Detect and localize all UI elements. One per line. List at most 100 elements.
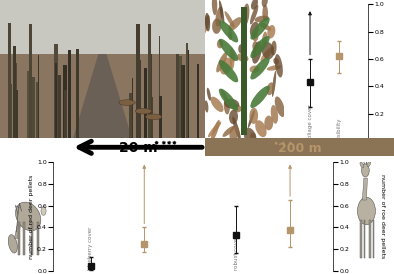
Y-axis label: number of red deer pellets: number of red deer pellets xyxy=(29,174,34,259)
Bar xyxy=(373,220,374,258)
Bar xyxy=(159,36,160,142)
Bar xyxy=(144,68,147,142)
Ellipse shape xyxy=(224,99,239,109)
Bar xyxy=(205,138,394,156)
Bar xyxy=(183,64,184,142)
Bar xyxy=(54,44,58,142)
Ellipse shape xyxy=(8,235,17,253)
Ellipse shape xyxy=(267,65,281,71)
Bar xyxy=(37,55,39,142)
Ellipse shape xyxy=(271,41,277,56)
Ellipse shape xyxy=(223,126,234,137)
Ellipse shape xyxy=(219,89,238,111)
Bar xyxy=(369,220,371,258)
Ellipse shape xyxy=(145,114,162,120)
Ellipse shape xyxy=(267,25,275,39)
Ellipse shape xyxy=(267,82,274,95)
Ellipse shape xyxy=(216,52,227,72)
Bar xyxy=(32,77,35,142)
Ellipse shape xyxy=(244,128,256,146)
Ellipse shape xyxy=(233,104,242,112)
Bar xyxy=(29,24,32,142)
Text: blueberry cover: blueberry cover xyxy=(88,227,93,270)
Bar xyxy=(11,84,13,142)
Ellipse shape xyxy=(262,42,274,59)
Y-axis label: number of roe deer pellets: number of roe deer pellets xyxy=(379,174,385,259)
Text: ✸ ✸✸✸: ✸ ✸✸✸ xyxy=(154,141,177,146)
Bar xyxy=(360,220,362,258)
Ellipse shape xyxy=(232,117,241,141)
Ellipse shape xyxy=(210,97,223,112)
Ellipse shape xyxy=(229,110,238,124)
Ellipse shape xyxy=(262,5,268,21)
Bar xyxy=(68,50,71,142)
Ellipse shape xyxy=(264,116,273,130)
Ellipse shape xyxy=(248,110,255,128)
Ellipse shape xyxy=(219,39,238,61)
Ellipse shape xyxy=(224,98,230,115)
Bar xyxy=(136,24,139,142)
Ellipse shape xyxy=(262,32,267,48)
Ellipse shape xyxy=(275,96,285,117)
Ellipse shape xyxy=(41,207,46,215)
Ellipse shape xyxy=(250,36,270,58)
Ellipse shape xyxy=(249,108,258,124)
Ellipse shape xyxy=(228,31,232,40)
Ellipse shape xyxy=(219,60,238,82)
Bar xyxy=(15,90,18,142)
Ellipse shape xyxy=(15,202,41,231)
Bar xyxy=(65,90,67,142)
Bar xyxy=(176,72,177,142)
Ellipse shape xyxy=(119,100,135,105)
Bar xyxy=(31,222,33,255)
Bar xyxy=(8,23,11,142)
Bar xyxy=(181,65,183,142)
Ellipse shape xyxy=(273,58,279,65)
Ellipse shape xyxy=(238,44,243,53)
Ellipse shape xyxy=(275,54,283,78)
Bar xyxy=(36,82,39,142)
Ellipse shape xyxy=(135,108,152,114)
Ellipse shape xyxy=(251,0,258,10)
Bar xyxy=(23,222,25,255)
Bar xyxy=(132,78,134,142)
Ellipse shape xyxy=(259,22,271,30)
Ellipse shape xyxy=(252,41,262,64)
Ellipse shape xyxy=(231,53,236,62)
Ellipse shape xyxy=(250,17,270,40)
Bar xyxy=(151,97,153,142)
Ellipse shape xyxy=(250,86,270,108)
Bar xyxy=(151,54,152,142)
Bar xyxy=(178,56,182,142)
Ellipse shape xyxy=(255,120,267,137)
Ellipse shape xyxy=(212,0,217,15)
Ellipse shape xyxy=(250,22,259,37)
Text: ✸  ✸  ✸: ✸ ✸ ✸ xyxy=(275,141,293,146)
Ellipse shape xyxy=(272,71,276,97)
Bar xyxy=(16,63,17,142)
Bar xyxy=(55,65,58,142)
Text: visibility: visibility xyxy=(337,117,342,140)
Bar xyxy=(148,24,151,142)
Text: 20 m: 20 m xyxy=(119,141,157,155)
Ellipse shape xyxy=(250,5,258,24)
Ellipse shape xyxy=(221,89,228,102)
Ellipse shape xyxy=(228,17,242,31)
Ellipse shape xyxy=(217,39,223,48)
Bar xyxy=(76,49,79,142)
Bar xyxy=(364,220,366,258)
Ellipse shape xyxy=(252,41,258,51)
Ellipse shape xyxy=(208,122,221,137)
Ellipse shape xyxy=(253,47,256,57)
Ellipse shape xyxy=(211,120,220,142)
Bar xyxy=(176,54,178,142)
Text: robust cover: robust cover xyxy=(234,236,239,270)
Ellipse shape xyxy=(250,132,256,140)
Bar xyxy=(160,96,162,142)
Polygon shape xyxy=(72,54,133,142)
Ellipse shape xyxy=(230,47,234,69)
Bar xyxy=(241,7,247,135)
Ellipse shape xyxy=(242,4,249,26)
Ellipse shape xyxy=(225,11,235,28)
Ellipse shape xyxy=(229,125,239,141)
